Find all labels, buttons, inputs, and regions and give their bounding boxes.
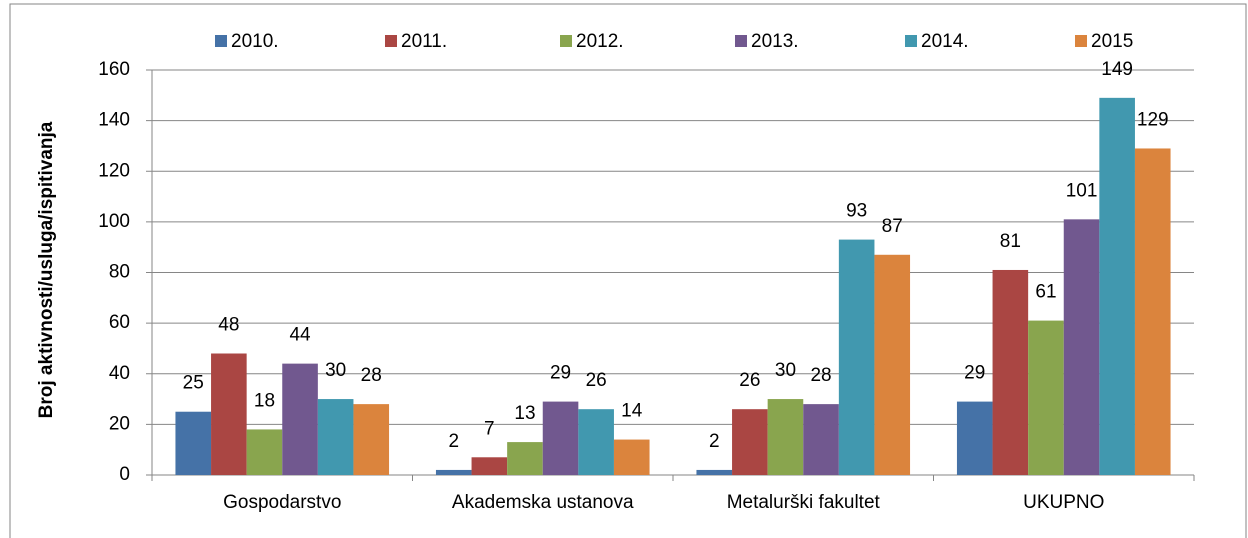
x-tick-label: Akademska ustanova [452,492,634,513]
data-label: 44 [289,325,311,346]
legend-label: 2010. [231,31,279,52]
bar [175,411,212,475]
data-label: 87 [882,216,903,237]
bar [732,409,768,475]
y-tick-label: 160 [98,59,130,80]
data-label: 93 [846,201,867,222]
legend-swatch [1075,35,1087,47]
legend-label: 2015 [1091,31,1133,52]
data-label: 14 [621,401,643,422]
bar [246,429,283,475]
data-label: 7 [484,418,495,439]
data-label: 18 [254,390,275,411]
data-label: 81 [1000,231,1021,252]
bar [696,469,733,475]
data-label: 30 [325,360,346,381]
bar [992,269,1029,475]
x-tick-label: UKUPNO [1023,492,1104,513]
data-label: 2 [448,431,459,452]
data-label: 29 [550,363,571,384]
legend-swatch [905,35,917,47]
legend-label: 2014. [921,31,969,52]
y-tick-label: 80 [109,262,130,283]
bar [507,442,543,475]
legend-label: 2012. [576,31,624,52]
data-label: 2 [709,431,720,452]
x-tick-label: Gospodarstvo [223,492,341,513]
bar [1028,320,1064,475]
y-tick-label: 0 [119,464,130,485]
y-tick-label: 40 [109,363,130,384]
data-label: 28 [810,365,831,386]
data-label: 28 [361,365,382,386]
bar [956,401,993,475]
y-tick-label: 120 [98,160,130,181]
y-tick-label: 140 [98,110,130,131]
data-label: 25 [183,373,204,394]
data-label: 101 [1066,180,1098,201]
bar [1099,97,1135,475]
bar [211,353,247,475]
y-tick-label: 60 [109,312,130,333]
legend-swatch [735,35,747,47]
data-label: 26 [739,370,760,391]
bar [1063,219,1100,475]
legend-label: 2011. [401,31,447,52]
bar [282,363,318,475]
y-tick-label: 20 [109,413,130,434]
chart-frame [9,3,1247,538]
bar [767,399,804,475]
y-axis-label: Broj aktivnosti/usluga/ispitivanja [36,121,57,418]
data-label: 129 [1137,109,1169,130]
bar [874,254,911,475]
data-label: 48 [218,315,239,336]
legend-swatch [385,35,397,47]
legend-label: 2013. [751,31,799,52]
bar [838,239,875,475]
bar [317,399,354,475]
bar [803,404,839,475]
data-label: 26 [586,370,607,391]
legend-swatch [215,35,227,47]
x-tick-label: Metalurški fakultet [727,492,881,513]
bar [435,469,472,475]
data-label: 29 [964,363,985,384]
data-label: 13 [514,403,535,424]
data-label: 149 [1101,59,1133,80]
bar [542,401,579,475]
data-label: 61 [1035,282,1056,303]
data-label: 30 [775,360,796,381]
bar [471,457,508,475]
bar [613,439,650,475]
bar [1134,148,1171,475]
legend-swatch [560,35,572,47]
bar [353,404,390,475]
bar [578,409,614,475]
y-tick-label: 100 [98,211,130,232]
